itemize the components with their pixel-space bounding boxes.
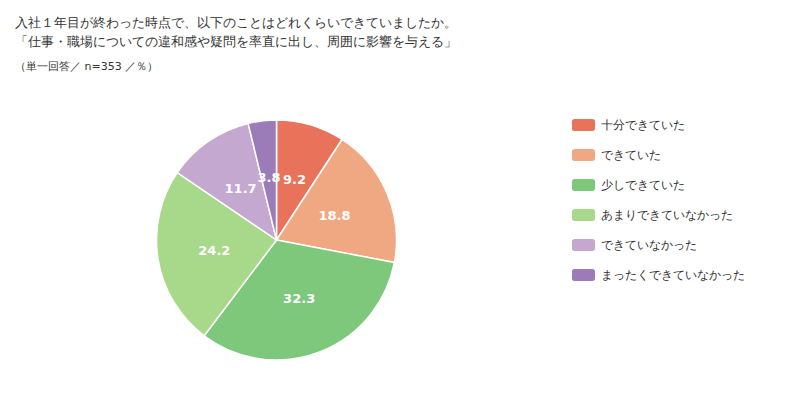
svg-text:十分できていた: 十分できていた <box>601 118 685 132</box>
svg-text:（単一回答／ n=353 ／％）: （単一回答／ n=353 ／％） <box>15 60 158 73</box>
svg-text:あまりできていなかった: あまりできていなかった <box>601 208 733 222</box>
svg-text:32.3: 32.3 <box>283 291 315 306</box>
svg-text:24.2: 24.2 <box>198 243 230 258</box>
svg-text:まったくできていなかった: まったくできていなかった <box>601 268 745 282</box>
svg-text:少しできていた: 少しできていた <box>601 178 685 192</box>
svg-text:9.2: 9.2 <box>283 172 306 187</box>
svg-text:できていた: できていた <box>601 148 661 162</box>
svg-text:3.8: 3.8 <box>257 170 280 185</box>
svg-text:「仕事・職場についての違和感や疑問を率直に出し、周囲に影響を: 「仕事・職場についての違和感や疑問を率直に出し、周囲に影響を与える」 <box>15 34 457 49</box>
svg-text:入社１年目が終わった時点で、以下のことはどれくらいできていま: 入社１年目が終わった時点で、以下のことはどれくらいできていましたか。 <box>15 15 457 30</box>
svg-text:11.7: 11.7 <box>225 181 257 196</box>
svg-text:できていなかった: できていなかった <box>601 238 697 252</box>
svg-text:18.8: 18.8 <box>318 208 350 223</box>
